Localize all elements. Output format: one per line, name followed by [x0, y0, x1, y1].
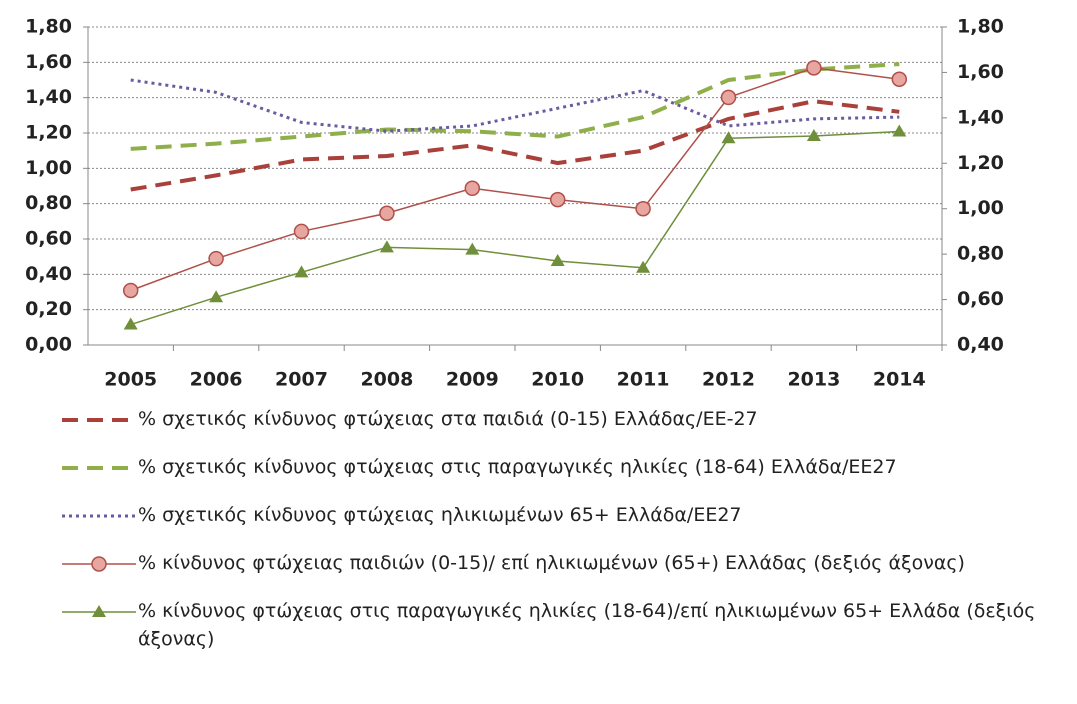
x-tick-label: 2007: [275, 369, 328, 391]
series-line: [130, 62, 900, 151]
legend-label: % σχετικός κίνδυνος φτώχειας στα παιδιά …: [138, 408, 758, 430]
legend-swatch: [62, 605, 136, 617]
chart: 0,00 0,20 0,40 0,60 0,80 1,00 1,20 1,40 1,60 1,80…: [25, 16, 1004, 391]
y2-tick-label: 1,80: [957, 16, 1004, 38]
x-tick-label: 2012: [702, 369, 755, 391]
y2-tick-label: 1,60: [957, 61, 1004, 83]
y2-tick-label: 0,60: [957, 288, 1004, 310]
y2-tick-label: 1,40: [957, 106, 1004, 128]
marker: [91, 556, 107, 572]
y-tick-label: 1,80: [25, 16, 72, 38]
x-tick-label: 2005: [104, 369, 157, 391]
marker: [209, 290, 224, 303]
marker: [636, 260, 651, 273]
marker: [208, 250, 224, 267]
y-tick-label: 1,00: [25, 157, 72, 179]
x-tick-label: 2011: [617, 369, 670, 391]
y-tick-label: 1,60: [25, 51, 72, 73]
legend-label: % κίνδυνος φτώχειας στις παραγωγικές ηλι…: [138, 600, 1036, 650]
marker: [379, 205, 395, 222]
marker: [550, 253, 565, 266]
y-tick-label: 0,80: [25, 192, 72, 214]
marker: [806, 60, 822, 76]
legend-item: % κίνδυνος φτώχειας παιδιών (0-15)/ επί …: [60, 549, 1070, 577]
x-tick-label: 2008: [360, 369, 413, 391]
y2-tick-label: 1,20: [957, 152, 1004, 174]
marker: [293, 223, 310, 240]
legend-item: % κίνδυνος φτώχειας στις παραγωγικές ηλι…: [60, 597, 1070, 653]
legend: % σχετικός κίνδυνος φτώχειας στα παιδιά …: [60, 405, 1070, 673]
series-line: [130, 130, 900, 326]
marker: [892, 124, 907, 137]
legend-label: % σχετικός κίνδυνος φτώχειας στις παραγω…: [138, 456, 897, 478]
legend-item: % σχετικός κίνδυνος φτώχειας στα παιδιά …: [60, 405, 1070, 433]
marker: [635, 200, 651, 217]
series-line: [130, 99, 900, 192]
marker: [294, 265, 309, 278]
y-tick-label: 1,40: [25, 86, 72, 108]
marker: [379, 240, 394, 253]
legend-swatch: [62, 556, 136, 572]
marker: [92, 605, 106, 617]
y-tick-label: 0,20: [25, 298, 72, 320]
marker: [720, 89, 737, 106]
marker: [891, 71, 908, 87]
legend-swatch: [62, 466, 136, 470]
marker: [806, 129, 821, 142]
y-tick-label: 1,20: [25, 122, 72, 144]
marker: [549, 191, 566, 208]
x-tick-label: 2013: [787, 369, 840, 391]
legend-item: % σχετικός κίνδυνος φτώχειας στις παραγω…: [60, 453, 1070, 481]
marker: [465, 242, 480, 255]
marker: [721, 131, 736, 144]
y-tick-label: 0,60: [25, 228, 72, 250]
y2-tick-label: 0,40: [957, 334, 1004, 356]
legend-item: % σχετικός κίνδυνος φτώχειας ηλικιωμένων…: [60, 501, 1070, 529]
legend-swatch: [62, 514, 136, 518]
x-tick-label: 2014: [873, 369, 926, 391]
legend-label: % κίνδυνος φτώχειας παιδιών (0-15)/ επί …: [138, 552, 965, 574]
legend-swatch: [62, 418, 136, 422]
y2-tick-label: 1,00: [957, 197, 1004, 219]
y-tick-label: 0,00: [25, 334, 72, 356]
y-tick-label: 0,40: [25, 263, 72, 285]
marker: [464, 180, 481, 197]
marker: [123, 317, 138, 330]
x-tick-label: 2006: [190, 369, 243, 391]
x-tick-label: 2009: [446, 369, 499, 391]
legend-label: % σχετικός κίνδυνος φτώχειας ηλικιωμένων…: [138, 504, 742, 526]
x-tick-label: 2010: [531, 369, 584, 391]
series-line: [130, 67, 900, 292]
marker: [122, 282, 139, 299]
y2-tick-label: 0,80: [957, 243, 1004, 265]
series-line: [130, 78, 900, 133]
